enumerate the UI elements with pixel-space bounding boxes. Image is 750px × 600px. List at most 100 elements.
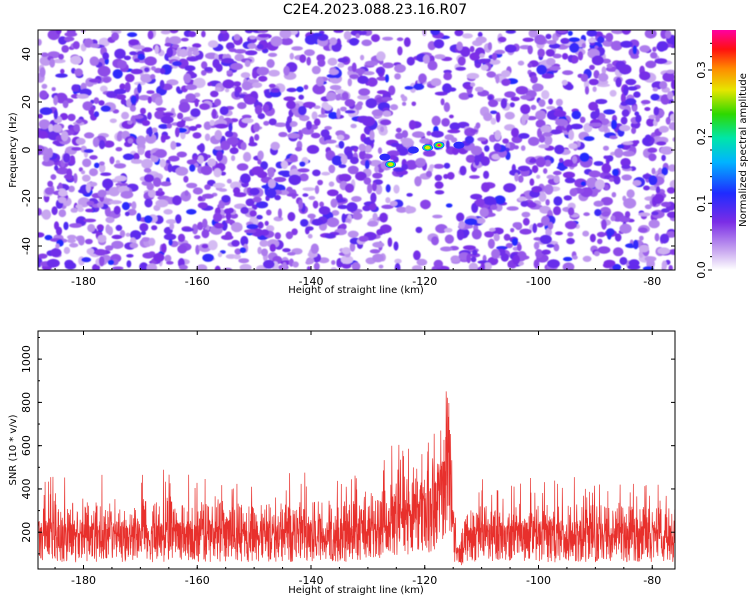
- heatmap-cell: [397, 46, 403, 56]
- heatmap-cell: [494, 130, 502, 141]
- heatmap-cell: [283, 65, 290, 76]
- heatmap-cell: [532, 223, 538, 234]
- heatmap-cell: [372, 241, 385, 248]
- heatmap-cell: [422, 54, 430, 64]
- heatmap-cell: [661, 154, 666, 162]
- heatmap-cell: [648, 153, 657, 162]
- heatmap-cell: [167, 163, 173, 173]
- heatmap-x-label: Height of straight line (km): [288, 285, 424, 296]
- heatmap-cell: [545, 49, 555, 57]
- heatmap-cell: [263, 120, 270, 126]
- heatmap-cell: [351, 262, 361, 270]
- heatmap-cell: [344, 99, 355, 107]
- heatmap-cell: [311, 111, 318, 120]
- hotspot-ring: [453, 141, 465, 149]
- heatmap-cell: [263, 259, 275, 269]
- heatmap-cell: [132, 114, 144, 119]
- heatmap-cell: [302, 193, 309, 197]
- heatmap-cell: [98, 37, 110, 47]
- heatmap-cell: [537, 48, 545, 58]
- heatmap-cell: [480, 156, 490, 167]
- heatmap-cell: [563, 256, 573, 262]
- heatmap-cell: [520, 200, 529, 207]
- heatmap-cell: [306, 257, 315, 265]
- heatmap-cell: [455, 66, 467, 71]
- heatmap-cell: [613, 175, 621, 185]
- heatmap-cell: [307, 233, 313, 239]
- heatmap-cell: [411, 265, 423, 270]
- heatmap-cell: [520, 95, 532, 100]
- heatmap-cell: [459, 165, 467, 176]
- heatmap-cell: [450, 255, 461, 263]
- heatmap-cell: [179, 48, 188, 58]
- heatmap-panel: -180 -160 -140 -120 -100 -80 -40 -20 0 20 40 Heig…: [8, 29, 676, 296]
- heatmap-cell: [77, 207, 84, 213]
- heatmap-cell: [565, 83, 574, 91]
- x-tick-label: -120: [412, 275, 437, 288]
- heatmap-cell: [154, 44, 159, 55]
- heatmap-cell: [602, 58, 611, 64]
- heatmap-cell: [562, 171, 576, 179]
- heatmap-cell: [572, 155, 578, 164]
- heatmap-cell: [553, 206, 561, 216]
- heatmap-cell: [233, 34, 241, 41]
- heatmap-cell: [114, 48, 126, 59]
- heatmap-cell: [502, 138, 509, 144]
- heatmap-cell: [372, 172, 383, 179]
- heatmap-cell: [607, 231, 612, 240]
- heatmap-cell: [494, 195, 506, 205]
- heatmap-cell: [554, 144, 565, 155]
- heatmap-cell: [520, 104, 531, 115]
- heatmap-cell: [526, 116, 537, 121]
- heatmap-cell: [537, 127, 543, 139]
- heatmap-cell: [48, 124, 54, 133]
- heatmap-cell: [613, 247, 624, 257]
- heatmap-cell: [600, 118, 610, 126]
- heatmap-cell: [252, 69, 258, 79]
- heatmap-cell: [258, 75, 268, 82]
- heatmap-cell: [340, 255, 354, 264]
- heatmap-cell: [382, 62, 394, 69]
- heatmap-cell: [361, 39, 373, 47]
- x-tick-label: -120: [412, 574, 437, 587]
- heatmap-cell: [310, 243, 319, 254]
- heatmap-cell: [637, 227, 648, 233]
- heatmap-cell: [102, 52, 110, 60]
- heatmap-cell: [190, 108, 201, 118]
- heatmap-cell: [528, 30, 539, 38]
- heatmap-cell: [129, 51, 138, 56]
- heatmap-cell: [137, 53, 146, 61]
- heatmap-cell: [127, 32, 138, 38]
- heatmap-cell: [477, 31, 483, 38]
- heatmap-cell: [648, 175, 658, 186]
- heatmap-cell: [270, 36, 283, 47]
- heatmap-cell: [396, 206, 408, 213]
- heatmap-cell: [251, 166, 264, 176]
- heatmap-cell: [440, 246, 453, 252]
- heatmap-cell: [113, 163, 127, 169]
- heatmap-cell: [136, 135, 146, 146]
- heatmap-cell: [81, 257, 92, 263]
- heatmap-cell: [155, 96, 163, 106]
- heatmap-cell: [196, 264, 208, 270]
- heatmap-cell: [319, 201, 324, 208]
- heatmap-cell: [552, 170, 562, 176]
- heatmap-cell: [369, 249, 381, 254]
- heatmap-cell: [234, 248, 242, 255]
- heatmap-cell: [62, 100, 69, 109]
- y-tick-label: 200: [20, 522, 33, 543]
- heatmap-cell: [175, 166, 189, 176]
- hotspot-ring: [407, 146, 419, 154]
- heatmap-cell: [544, 155, 551, 160]
- heatmap-cell: [531, 165, 539, 174]
- heatmap-cell: [364, 159, 370, 170]
- heatmap-cell: [530, 75, 538, 84]
- heatmap-cell: [579, 116, 586, 124]
- heatmap-cell: [360, 54, 365, 61]
- heatmap-cell: [393, 241, 399, 251]
- heatmap-cell: [532, 83, 544, 92]
- heatmap-cell: [546, 40, 557, 45]
- heatmap-cell: [450, 137, 458, 143]
- heatmap-cell: [97, 235, 107, 243]
- x-tick-label: -80: [643, 574, 661, 587]
